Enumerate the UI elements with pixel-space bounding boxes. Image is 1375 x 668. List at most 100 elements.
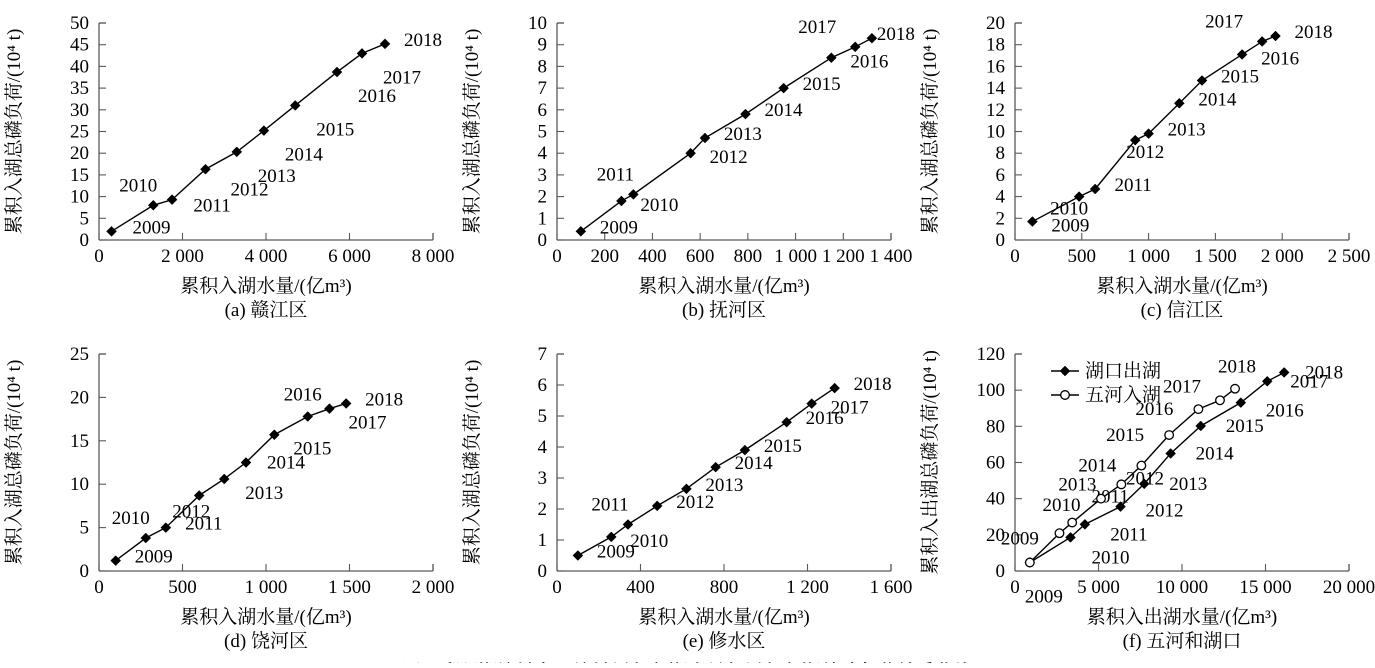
svg-text:5: 5	[538, 122, 548, 143]
svg-text:2010: 2010	[119, 175, 157, 196]
svg-text:120: 120	[977, 344, 1006, 365]
svg-text:(b) 抚河区: (b) 抚河区	[682, 299, 766, 321]
svg-text:2017: 2017	[348, 413, 386, 434]
svg-text:4: 4	[538, 437, 548, 458]
svg-text:0: 0	[80, 561, 90, 582]
svg-text:15 000: 15 000	[1239, 577, 1291, 598]
svg-text:累积入出湖水量/(亿m³): 累积入出湖水量/(亿m³)	[1087, 606, 1277, 628]
svg-text:10: 10	[528, 13, 547, 34]
svg-text:35: 35	[70, 78, 89, 99]
svg-text:2016: 2016	[850, 52, 888, 73]
svg-text:2013: 2013	[1058, 474, 1096, 495]
svg-text:20: 20	[986, 13, 1005, 34]
svg-text:累积入湖水量/(亿m³): 累积入湖水量/(亿m³)	[1096, 275, 1267, 297]
svg-text:2: 2	[538, 499, 548, 520]
svg-text:2014: 2014	[285, 145, 324, 166]
svg-text:30: 30	[70, 100, 89, 121]
svg-text:1 000: 1 000	[245, 577, 288, 598]
svg-text:8 000: 8 000	[412, 246, 455, 267]
svg-text:2011: 2011	[193, 196, 230, 217]
svg-text:60: 60	[986, 453, 1005, 474]
svg-text:2012: 2012	[172, 501, 210, 522]
svg-text:2017: 2017	[1163, 376, 1201, 397]
svg-text:10 000: 10 000	[1156, 577, 1208, 598]
svg-text:12: 12	[986, 100, 1005, 121]
svg-text:3: 3	[538, 165, 548, 186]
svg-text:1: 1	[538, 530, 548, 551]
svg-text:(e) 修水区: (e) 修水区	[683, 630, 766, 652]
svg-text:40: 40	[986, 489, 1005, 510]
svg-text:8: 8	[538, 56, 548, 77]
svg-text:2015: 2015	[293, 439, 331, 460]
svg-text:1 000: 1 000	[774, 246, 817, 267]
svg-text:2013: 2013	[724, 124, 762, 145]
svg-text:2 000: 2 000	[1261, 246, 1304, 267]
svg-text:20: 20	[70, 387, 89, 408]
svg-text:1 500: 1 500	[328, 577, 371, 598]
svg-text:1 500: 1 500	[1194, 246, 1237, 267]
svg-text:4: 4	[538, 143, 548, 164]
svg-text:2011: 2011	[597, 164, 634, 185]
svg-text:累积入湖总磷负荷/(10⁴ t): 累积入湖总磷负荷/(10⁴ t)	[3, 29, 25, 235]
svg-text:2: 2	[996, 208, 1006, 229]
svg-text:2010: 2010	[1042, 495, 1080, 516]
svg-text:2014: 2014	[1198, 89, 1237, 110]
svg-text:20: 20	[70, 143, 89, 164]
svg-text:3: 3	[538, 468, 548, 489]
svg-text:累积入湖总磷负荷/(10⁴ t): 累积入湖总磷负荷/(10⁴ t)	[461, 29, 483, 235]
svg-text:8: 8	[996, 143, 1006, 164]
svg-text:800: 800	[710, 577, 739, 598]
svg-text:500: 500	[1068, 246, 1097, 267]
svg-text:2013: 2013	[1168, 120, 1206, 141]
svg-text:2017: 2017	[383, 67, 421, 88]
svg-text:200: 200	[590, 246, 619, 267]
svg-text:400: 400	[638, 246, 667, 267]
svg-text:1 000: 1 000	[1127, 246, 1170, 267]
svg-text:25: 25	[70, 344, 89, 365]
svg-text:2012: 2012	[1145, 501, 1183, 522]
svg-text:2009: 2009	[1001, 529, 1039, 550]
svg-text:2015: 2015	[1226, 416, 1264, 437]
svg-text:2010: 2010	[640, 195, 678, 216]
svg-text:6: 6	[996, 165, 1006, 186]
svg-text:2 000: 2 000	[161, 246, 204, 267]
svg-text:18: 18	[986, 35, 1005, 56]
svg-text:2016: 2016	[1261, 48, 1299, 69]
svg-text:15: 15	[70, 431, 89, 452]
svg-text:(a) 赣江区: (a) 赣江区	[225, 299, 308, 321]
svg-text:0: 0	[538, 561, 548, 582]
svg-text:20 000: 20 000	[1323, 577, 1375, 598]
svg-text:1: 1	[538, 208, 548, 229]
svg-text:2 000: 2 000	[412, 577, 455, 598]
svg-text:15: 15	[70, 165, 89, 186]
svg-text:2018: 2018	[365, 389, 403, 410]
svg-text:2018: 2018	[854, 374, 892, 395]
svg-text:1 200: 1 200	[786, 577, 829, 598]
svg-text:2015: 2015	[316, 119, 354, 140]
svg-text:0: 0	[94, 246, 104, 267]
svg-text:800: 800	[734, 246, 763, 267]
svg-text:5 000: 5 000	[1077, 577, 1120, 598]
svg-text:45: 45	[70, 35, 89, 56]
svg-text:2016: 2016	[358, 86, 396, 107]
svg-text:2009: 2009	[135, 547, 173, 568]
svg-text:0: 0	[1010, 246, 1020, 267]
svg-text:累积入湖水量/(亿m³): 累积入湖水量/(亿m³)	[638, 606, 809, 628]
svg-text:2016: 2016	[1266, 401, 1304, 422]
svg-text:0: 0	[94, 577, 104, 598]
svg-text:2010: 2010	[630, 531, 668, 552]
svg-text:2 500: 2 500	[1328, 246, 1371, 267]
svg-text:2009: 2009	[133, 217, 171, 238]
svg-text:(d) 饶河区: (d) 饶河区	[224, 630, 308, 652]
svg-text:五河入湖: 五河入湖	[1085, 384, 1161, 406]
svg-text:9: 9	[538, 35, 548, 56]
svg-text:40: 40	[70, 56, 89, 77]
svg-text:2018: 2018	[877, 24, 915, 45]
svg-text:2010: 2010	[112, 508, 150, 529]
svg-text:2012: 2012	[1126, 142, 1164, 163]
svg-text:16: 16	[986, 56, 1005, 77]
svg-text:2014: 2014	[764, 100, 803, 121]
svg-text:2018: 2018	[1218, 357, 1256, 378]
svg-text:2018: 2018	[1295, 22, 1333, 43]
svg-text:400: 400	[626, 577, 655, 598]
